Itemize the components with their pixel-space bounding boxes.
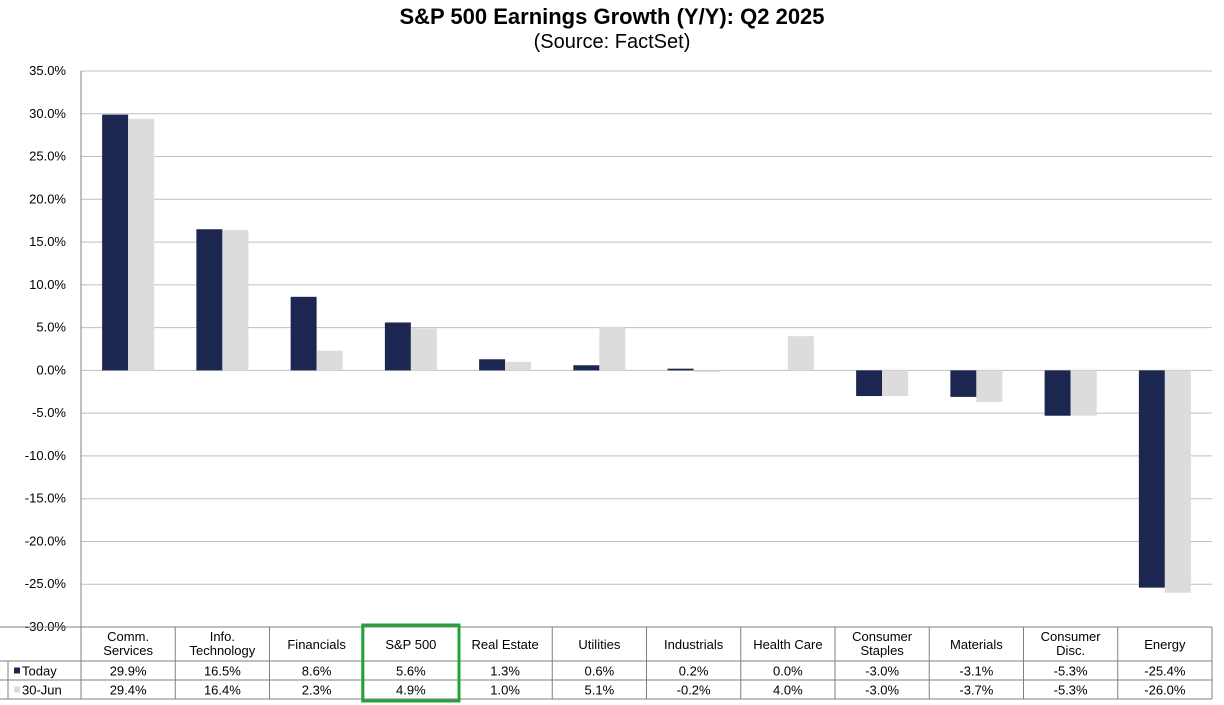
legend-key-30-jun — [14, 686, 20, 693]
category-label: Comm. — [107, 629, 149, 644]
data-table-cell: 29.9% — [110, 664, 147, 679]
category-label: S&P 500 — [385, 637, 436, 652]
data-table-cell: 5.6% — [396, 664, 426, 679]
category-label: Consumer — [1041, 629, 1102, 644]
data-table-cell: -26.0% — [1144, 683, 1186, 698]
chart-title: S&P 500 Earnings Growth (Y/Y): Q2 2025 — [399, 4, 825, 29]
data-table-cell: 29.4% — [110, 683, 147, 698]
bar-30-jun — [599, 326, 626, 371]
data-table-cell: -3.0% — [865, 664, 899, 679]
data-table-cell: -3.0% — [865, 683, 899, 698]
y-tick-label: -5.0% — [32, 405, 66, 420]
category-label: Staples — [860, 643, 904, 658]
data-table-cell: -3.1% — [959, 664, 993, 679]
data-table-cell: -3.7% — [959, 683, 993, 698]
category-label: Materials — [950, 637, 1003, 652]
category-label: Utilities — [578, 637, 620, 652]
data-table-cell: -5.3% — [1054, 664, 1088, 679]
bar-30-jun — [128, 118, 155, 371]
bar-30-jun — [882, 370, 909, 397]
data-table-cell: -5.3% — [1054, 683, 1088, 698]
y-tick-label: -10.0% — [25, 448, 67, 463]
bar-30-jun — [693, 370, 720, 373]
y-tick-label: 15.0% — [29, 234, 66, 249]
bar-30-jun — [505, 361, 532, 371]
data-table-cell: 0.2% — [679, 664, 709, 679]
y-tick-label: 5.0% — [36, 320, 66, 335]
bar-30-jun — [976, 370, 1003, 403]
data-table-cell: -25.4% — [1144, 664, 1186, 679]
y-tick-label: -20.0% — [25, 533, 67, 548]
category-label: Technology — [189, 643, 255, 658]
data-table-cell: 4.9% — [396, 683, 426, 698]
category-label: Health Care — [753, 637, 822, 652]
y-tick-label: 10.0% — [29, 277, 66, 292]
bar-today — [479, 359, 506, 371]
category-label: Services — [103, 643, 153, 658]
bar-30-jun — [1070, 370, 1097, 416]
legend-label: Today — [22, 664, 57, 679]
bar-today — [1044, 370, 1071, 416]
data-table-cell: 1.3% — [490, 664, 520, 679]
y-tick-label: -25.0% — [25, 576, 67, 591]
data-table-cell: 16.4% — [204, 683, 241, 698]
bar-30-jun — [316, 350, 343, 371]
bar-30-jun — [1164, 370, 1191, 593]
category-label: Real Estate — [472, 637, 539, 652]
data-table-cell: 16.5% — [204, 664, 241, 679]
bar-today — [667, 368, 694, 371]
data-table-cell: 5.1% — [585, 683, 615, 698]
bar-today — [102, 114, 129, 371]
bar-30-jun — [222, 230, 249, 371]
data-table-cell: 0.0% — [773, 664, 803, 679]
y-tick-label: 30.0% — [29, 106, 66, 121]
y-tick-label: 35.0% — [29, 63, 66, 78]
data-table-cell: 8.6% — [302, 664, 332, 679]
category-label: Consumer — [852, 629, 913, 644]
highlight-box-sp500 — [361, 623, 461, 703]
category-label: Info. — [210, 629, 235, 644]
legend-key-today — [14, 667, 20, 674]
y-tick-label: 20.0% — [29, 191, 66, 206]
chart-subtitle: (Source: FactSet) — [533, 31, 691, 53]
category-label: Disc. — [1056, 643, 1085, 658]
data-table-cell: -0.2% — [677, 683, 711, 698]
bar-today — [573, 365, 600, 371]
bar-today — [856, 370, 883, 397]
category-label: Energy — [1144, 637, 1186, 652]
bar-today — [290, 296, 317, 371]
category-label: Financials — [287, 637, 346, 652]
y-tick-label: 0.0% — [36, 362, 66, 377]
bar-today — [1138, 370, 1165, 588]
bar-30-jun — [787, 336, 814, 371]
data-table-cell: 0.6% — [585, 664, 615, 679]
y-tick-label: -15.0% — [25, 491, 67, 506]
y-tick-label: 25.0% — [29, 149, 66, 164]
legend-label: 30-Jun — [22, 683, 62, 698]
data-table-cell: 4.0% — [773, 683, 803, 698]
bar-today — [384, 322, 411, 371]
bar-30-jun — [410, 328, 437, 371]
data-table-cell: 2.3% — [302, 683, 332, 698]
bar-today — [196, 229, 223, 371]
category-label: Industrials — [664, 637, 724, 652]
data-table-cell: 1.0% — [490, 683, 520, 698]
chart-title-block: S&P 500 Earnings Growth (Y/Y): Q2 2025 (… — [0, 4, 1224, 54]
bar-today — [950, 370, 977, 397]
